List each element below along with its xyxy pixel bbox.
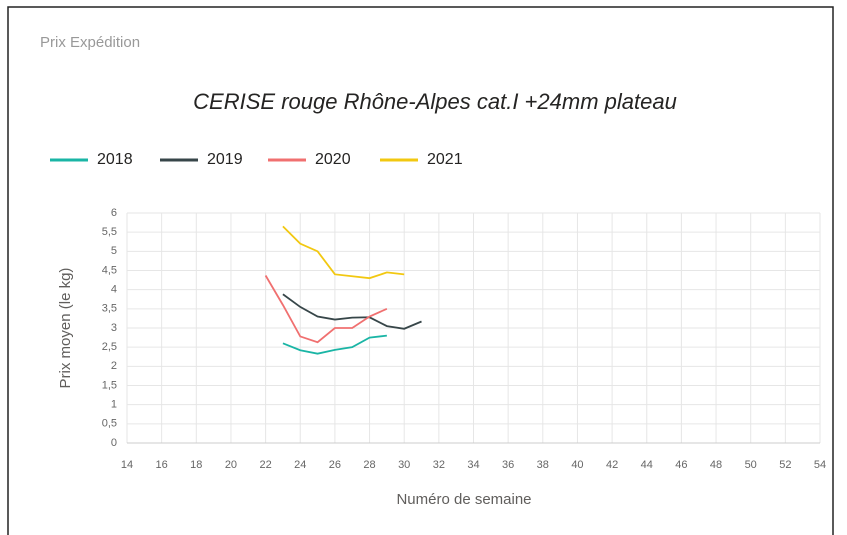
legend-label: 2018 — [97, 151, 133, 168]
x-axis-label: Numéro de semaine — [396, 491, 531, 508]
y-tick-label: 5 — [111, 245, 117, 257]
x-tick-label: 40 — [571, 459, 583, 471]
x-tick-label: 52 — [779, 459, 791, 471]
x-tick-label: 26 — [329, 459, 341, 471]
x-tick-label: 24 — [294, 459, 306, 471]
x-tick-label: 50 — [745, 459, 757, 471]
y-tick-label: 2 — [111, 360, 117, 372]
y-tick-label: 1 — [111, 399, 117, 411]
x-tick-label: 14 — [121, 459, 133, 471]
y-tick-label: 5,5 — [102, 226, 117, 238]
x-tick-label: 28 — [363, 459, 375, 471]
y-tick-label: 2,5 — [102, 341, 117, 353]
x-tick-label: 38 — [537, 459, 549, 471]
x-tick-label: 22 — [259, 459, 271, 471]
series-line — [282, 293, 422, 330]
x-tick-label: 30 — [398, 459, 410, 471]
x-tick-label: 18 — [190, 459, 202, 471]
y-tick-label: 4 — [111, 284, 117, 296]
y-tick-label: 0,5 — [102, 418, 117, 430]
y-tick-label: 3 — [111, 322, 117, 334]
x-tick-label: 42 — [606, 459, 618, 471]
series-line — [282, 334, 387, 355]
card-header: Prix Expédition — [40, 34, 140, 51]
y-tick-label: 4,5 — [102, 264, 117, 276]
x-tick-label: 44 — [641, 459, 653, 471]
y-tick-label: 1,5 — [102, 379, 117, 391]
series-line — [282, 225, 405, 280]
legend-label: 2020 — [315, 151, 351, 168]
y-tick-label: 3,5 — [102, 303, 117, 315]
legend-label: 2019 — [207, 151, 243, 168]
x-tick-label: 46 — [675, 459, 687, 471]
x-tick-label: 54 — [814, 459, 826, 471]
x-tick-label: 20 — [225, 459, 237, 471]
chart-title: CERISE rouge Rhône-Alpes cat.I +24mm pla… — [193, 89, 677, 114]
x-tick-label: 32 — [433, 459, 445, 471]
y-tick-label: 0 — [111, 437, 117, 449]
x-tick-label: 16 — [156, 459, 168, 471]
x-tick-label: 34 — [467, 459, 479, 471]
series-line — [264, 275, 388, 344]
x-tick-label: 36 — [502, 459, 514, 471]
x-tick-label: 48 — [710, 459, 722, 471]
y-tick-label: 6 — [111, 207, 117, 219]
y-axis-label: Prix moyen (le kg) — [57, 268, 74, 389]
legend-label: 2021 — [427, 151, 463, 168]
